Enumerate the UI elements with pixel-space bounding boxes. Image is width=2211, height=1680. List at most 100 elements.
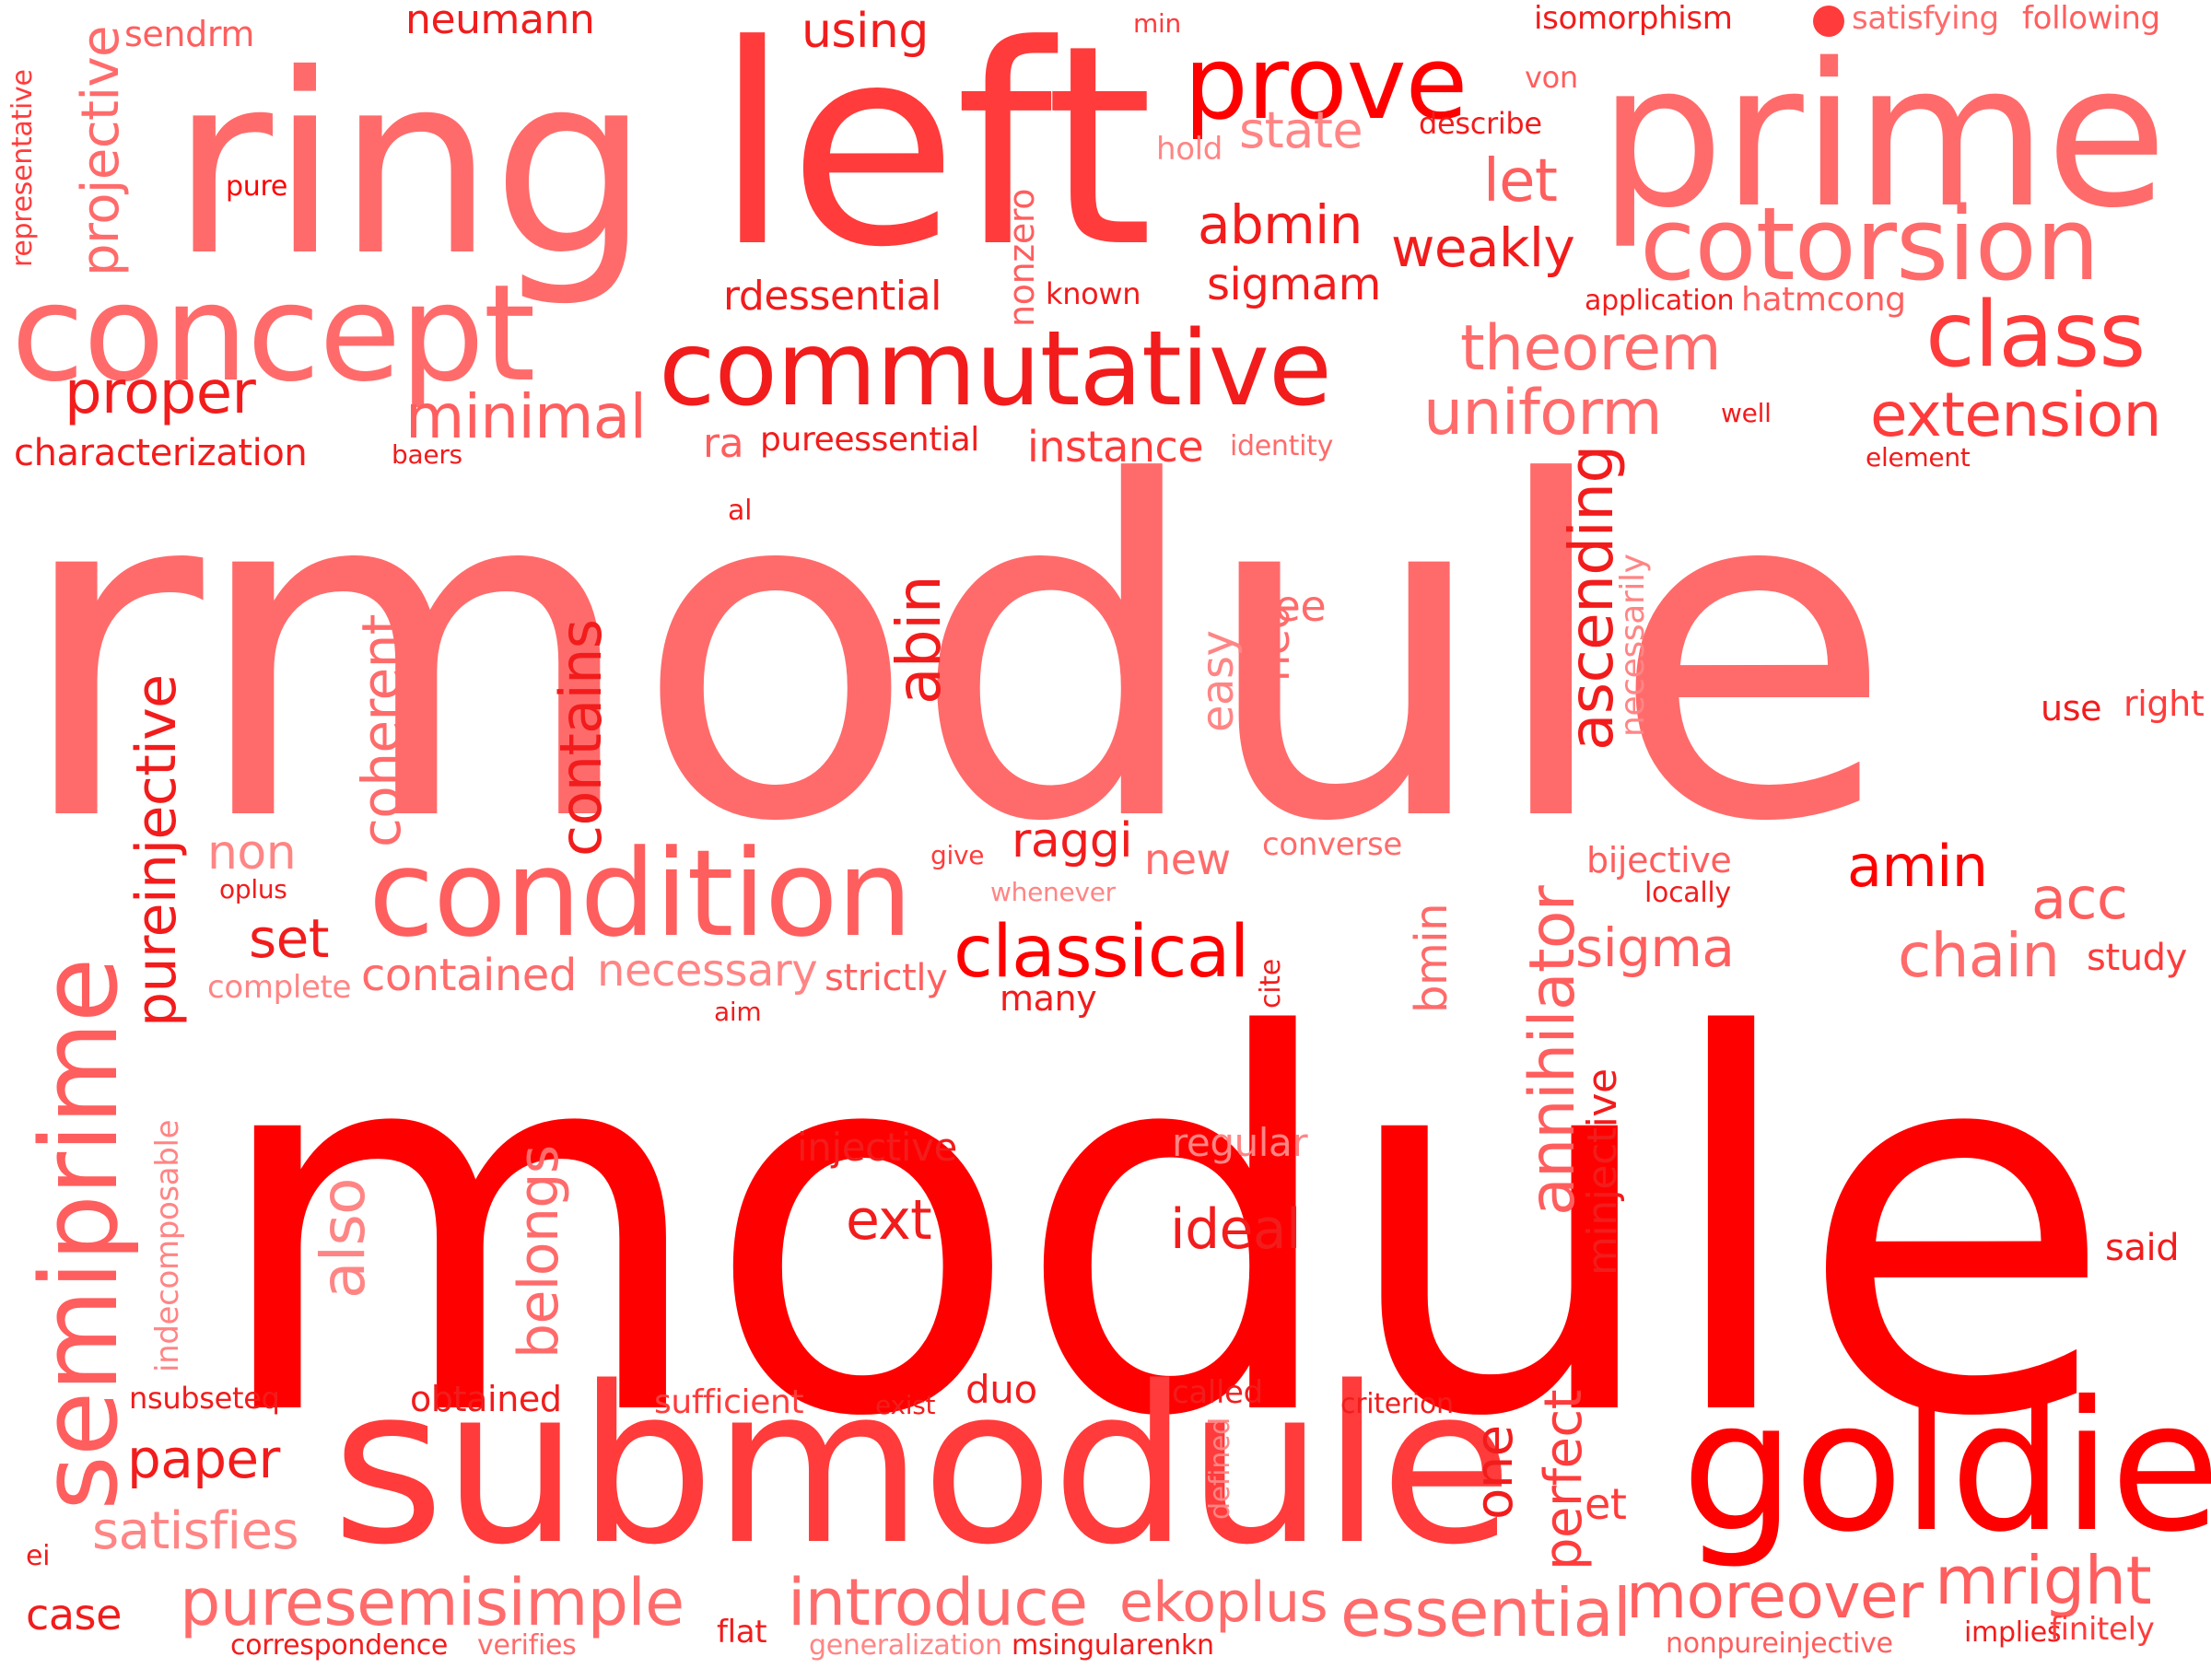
word-flat: flat [717,1614,767,1651]
word-paper: paper [127,1428,280,1490]
word-many: many [1000,978,1097,1019]
word-one: one [1465,1425,1525,1520]
word-minjective: minjective [1579,1068,1626,1276]
word-amin: amin [1847,833,1988,900]
word-called: called [1172,1374,1263,1411]
word-ideal: ideal [1170,1197,1302,1262]
word-instance: instance [1027,422,1204,472]
word-prove: prove [1184,24,1468,142]
word-set: set [249,907,329,970]
dot-mark [1813,6,1844,37]
word-von: von [1525,60,1578,95]
word-msingular: msingular [1012,1629,1147,1662]
word-satisfying: satisfying [1852,0,1999,37]
word-see: see [1253,581,1327,631]
word-satisfies: satisfies [92,1501,299,1561]
word-ext: ext [846,1188,932,1253]
word-using: using [801,4,929,59]
word-theorem: theorem [1460,312,1722,385]
word-element: element [1866,442,1971,472]
word-converse: converse [1262,826,1402,863]
word-moreover: moreover [1626,1560,1924,1633]
word-pureinjective: pureinjective [124,674,189,1027]
word-obtained: obtained [410,1379,562,1419]
word-essential: essential [1340,1574,1632,1651]
word-nsubseteq: nsubseteq [129,1381,280,1416]
word-contains: contains [547,619,614,857]
word-min: min [1133,8,1181,39]
word-representative: representative [6,69,39,267]
word-belongs: belongs [507,1145,571,1359]
word-necessary: necessary [597,945,818,997]
word-module: module [207,929,2115,1530]
word-following: following [2022,0,2160,37]
word-abmin: abmin [1198,193,1363,256]
word-contained: contained [361,950,577,1001]
word-locally: locally [1644,877,1731,909]
word-uniform: uniform [1423,377,1663,449]
word-implies: implies [1964,1616,2062,1649]
word-generalization: generalization [809,1629,1002,1662]
word-class: class [1925,283,2146,388]
word-introduce: introduce [788,1565,1088,1640]
word-hold: hold [1156,131,1223,168]
word-give: give [930,840,985,870]
word-defined: defined [1204,1418,1236,1520]
word-non: non [207,825,297,881]
word-known: known [1046,276,1141,311]
word-use: use [2041,688,2102,729]
word-criterion: criterion [1340,1388,1454,1420]
word-puresemisimple: puresemisimple [180,1565,684,1640]
word-state: state [1239,101,1363,159]
word-describe: describe [1419,106,1542,141]
word-coherent: coherent [350,614,413,847]
word-projective: projective [71,26,131,276]
word-bmin: bmin [1406,903,1457,1013]
word-raggi: raggi [1012,813,1133,869]
word-acc: acc [2031,865,2128,932]
word-also: also [308,1178,379,1299]
word-exist: exist [875,1390,936,1420]
word-application: application [1585,285,1735,317]
word-al: al [728,495,753,527]
word-whenever: whenever [990,877,1116,907]
word-hatmcong: hatmcong [1741,281,1906,319]
word-goldie: goldie [1681,1362,2211,1571]
word-rdessential: rdessential [723,273,942,320]
word-pure: pure [226,170,287,203]
word-study: study [2087,937,2187,979]
word-left: left [714,0,1153,308]
word-duo: duo [965,1367,1037,1412]
word-et: et [1585,1479,1627,1529]
word-submodule: submodule [332,1341,1513,1592]
word-identity: identity [1230,430,1334,462]
word-pureessential: pureessential [760,421,979,459]
word-commutative: commutative [659,309,1332,429]
word-neumann: neumann [405,0,595,43]
word-cite: cite [1255,959,1287,1009]
word-semiprime: semiprime [18,958,142,1511]
word-verifies: verifies [477,1629,577,1662]
word-necessarily: necessarily [1614,554,1652,737]
word-finitely: finitely [2050,1611,2155,1648]
word-bijective: bijective [1586,840,1732,881]
word-nonpureinjective: nonpureinjective [1666,1628,1893,1660]
word-extension: extension [1870,379,2161,450]
word-isomorphism: isomorphism [1534,0,1733,37]
word-minimal: minimal [405,381,647,452]
word-concept: concept [11,256,535,412]
word-rmodule: rmodule [14,386,1894,922]
word-said: said [2105,1227,2180,1269]
word-correspondence: correspondence [230,1629,449,1662]
word-sigma: sigma [1575,916,1735,979]
word-indecomposable: indecomposable [149,1119,186,1372]
word-easy: easy [1192,630,1244,732]
word-mright: mright [1935,1542,2152,1619]
word-new: new [1144,834,1231,884]
word-ring: ring [170,20,649,310]
word-enkn: enkn [1147,1629,1214,1662]
word-neq: neq [1249,602,1299,682]
word-ei: ei [26,1540,51,1572]
word-right: right [2123,683,2205,724]
